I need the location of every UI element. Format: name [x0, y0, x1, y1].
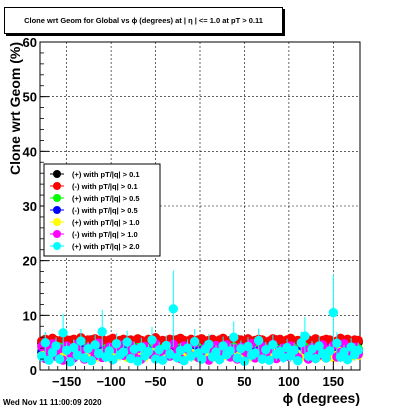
- legend-entry-label: (+) with pT/|q| > 0.5: [72, 194, 140, 203]
- x-tick-label: −150: [52, 374, 81, 389]
- data-points: [37, 270, 363, 367]
- x-tick-label: 100: [278, 374, 300, 389]
- x-tick-label: 0: [196, 374, 203, 389]
- data-point: [214, 354, 225, 365]
- data-point: [133, 356, 143, 366]
- data-point: [54, 354, 65, 364]
- data-point: [58, 328, 68, 338]
- series-7: [37, 270, 363, 367]
- data-point: [289, 345, 299, 356]
- data-point: [37, 351, 47, 362]
- data-point: [229, 332, 239, 342]
- x-tick-label: 50: [237, 374, 251, 389]
- data-point: [168, 304, 179, 314]
- y-tick-label: 10: [23, 308, 37, 323]
- data-point: [300, 331, 310, 341]
- data-point: [314, 341, 324, 351]
- y-tick-label: 0: [30, 363, 37, 378]
- x-tick-label: −50: [145, 374, 167, 389]
- legend-marker: [53, 194, 61, 202]
- data-point: [69, 342, 79, 353]
- data-point: [51, 341, 61, 351]
- legend-marker: [53, 206, 61, 214]
- data-point: [250, 348, 260, 358]
- data-point: [243, 341, 253, 352]
- data-point: [342, 354, 353, 365]
- timestamp-footer: Wed Nov 11 11:00:09 2020: [3, 398, 102, 407]
- legend: (+) with pT/|q| > 0.1 (-) with pT/|q| > 0…: [43, 163, 161, 257]
- axis-ticks: −150 −100 −50 0 50 100 150 0 10 20 30 40 50 60: [23, 35, 361, 389]
- data-point: [218, 341, 228, 351]
- data-point: [83, 343, 93, 354]
- y-tick-label: 40: [23, 144, 37, 159]
- data-point: [253, 335, 264, 346]
- data-point: [44, 355, 54, 365]
- data-point: [76, 336, 86, 346]
- data-point: [143, 346, 154, 357]
- data-point: [104, 346, 115, 356]
- data-point: [179, 356, 189, 366]
- data-point: [328, 307, 339, 318]
- data-point: [268, 340, 278, 350]
- data-point: [204, 339, 214, 350]
- data-point: [147, 335, 157, 345]
- y-axis-label: Clone wrt Geom (%): [7, 42, 23, 175]
- data-point: [182, 343, 193, 353]
- legend-entry-label: (+) with pT/|q| > 0.1: [72, 170, 140, 179]
- legend-entry-label: (-) with pT/|q| > 1.0: [72, 230, 138, 239]
- data-point: [339, 347, 349, 357]
- data-point: [353, 345, 363, 356]
- y-tick-label: 50: [23, 90, 37, 105]
- legend-entry-label: (+) with pT/|q| > 1.0: [72, 218, 140, 227]
- data-point: [161, 340, 171, 351]
- y-tick-label: 30: [23, 199, 37, 214]
- data-point: [211, 347, 221, 357]
- x-axis-label: ϕ (degrees): [283, 390, 360, 406]
- data-point: [90, 340, 100, 350]
- data-point: [122, 337, 132, 347]
- legend-marker: [53, 170, 61, 178]
- data-point: [264, 355, 275, 365]
- data-point: [293, 356, 303, 366]
- data-point: [97, 327, 107, 337]
- legend-entry-label: (-) with pT/|q| > 0.5: [72, 206, 138, 215]
- legend-entry-label: (-) with pT/|q| > 0.1: [72, 182, 138, 191]
- legend-marker: [53, 218, 61, 226]
- legend-marker: [53, 242, 61, 250]
- data-point: [189, 336, 200, 347]
- data-point: [225, 346, 235, 356]
- data-point: [261, 345, 271, 355]
- data-point: [154, 345, 164, 355]
- chart-title: Clone wrt Geom for Global vs ϕ (degrees)…: [4, 7, 283, 34]
- x-tick-label: −100: [96, 374, 125, 389]
- legend-marker: [53, 182, 61, 190]
- data-point: [118, 347, 129, 357]
- data-point: [332, 338, 342, 348]
- data-point: [40, 337, 51, 348]
- x-tick-label: 150: [322, 374, 344, 389]
- y-tick-label: 20: [23, 254, 37, 269]
- data-point: [310, 353, 321, 364]
- legend-entry-label: (+) with pT/|q| > 2.0: [72, 242, 140, 251]
- data-point: [86, 356, 97, 366]
- y-tick-label: 60: [23, 35, 37, 50]
- data-point: [111, 339, 122, 349]
- data-point: [197, 354, 207, 364]
- data-point: [136, 342, 147, 352]
- data-point: [325, 346, 335, 356]
- legend-marker: [53, 230, 61, 238]
- data-point: [65, 357, 75, 367]
- data-point: [157, 355, 168, 365]
